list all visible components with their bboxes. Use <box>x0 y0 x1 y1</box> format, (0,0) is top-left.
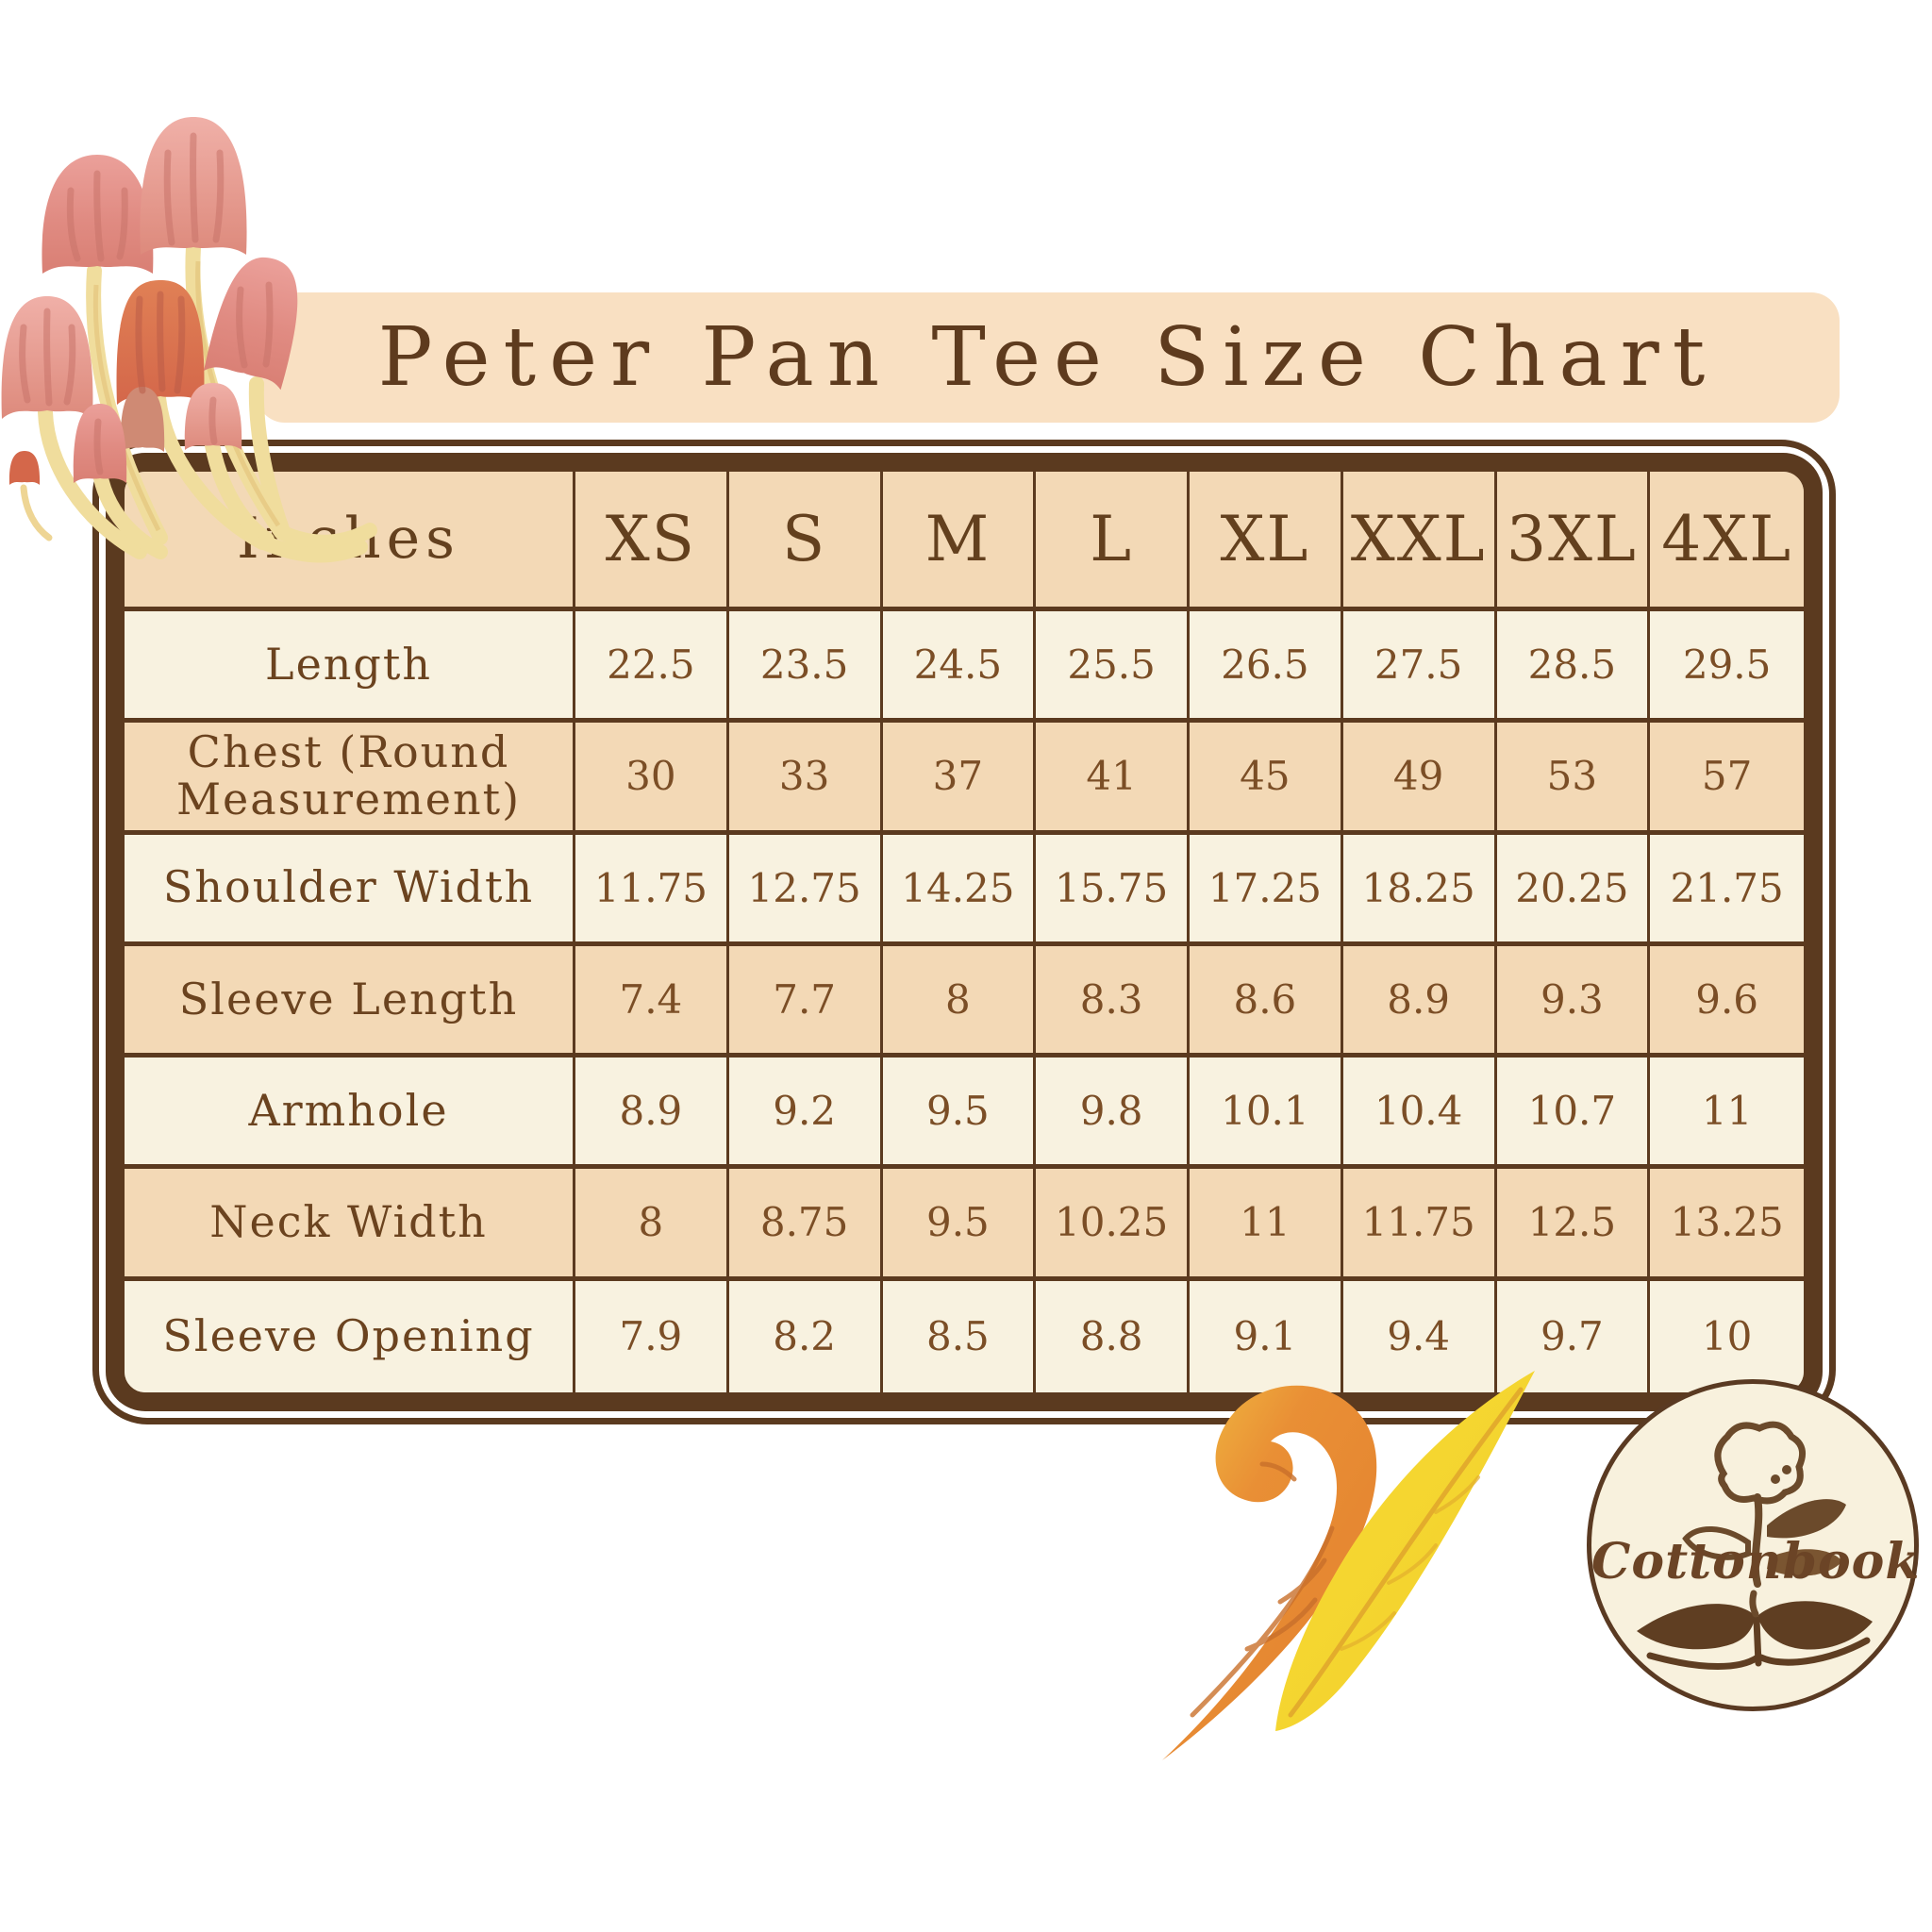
value-cell: 8.3 <box>1036 945 1190 1058</box>
value-cell: 11.75 <box>1342 1169 1497 1281</box>
value-cell: 8.8 <box>1036 1280 1190 1392</box>
value-cell: 9.5 <box>882 1058 1037 1170</box>
cotton-flower-book-icon <box>1637 1421 1873 1670</box>
value-cell: 37 <box>882 723 1037 835</box>
value-cell: 8.75 <box>728 1169 883 1281</box>
value-cell: 41 <box>1036 723 1190 835</box>
value-cell: 9.2 <box>728 1058 883 1170</box>
brand-logo: Cottonbook <box>1587 1379 1919 1711</box>
row-label-length: Length <box>125 611 575 724</box>
value-cell: 26.5 <box>1190 611 1343 724</box>
value-cell: 9.1 <box>1190 1280 1343 1392</box>
value-cell: 8 <box>575 1169 729 1281</box>
size-header-xxl: XXL <box>1342 472 1497 611</box>
value-cell: 7.9 <box>575 1280 729 1392</box>
size-header-m: M <box>882 472 1037 611</box>
value-cell: 8.2 <box>728 1280 883 1392</box>
size-table: Inches XS S M L XL XXL 3XL 4XL Length 22… <box>92 440 1836 1424</box>
brand-name: Cottonbook <box>1591 1533 1921 1591</box>
value-cell: 20.25 <box>1496 834 1651 946</box>
size-table-frame: Inches XS S M L XL XXL 3XL 4XL Length 22… <box>106 453 1823 1411</box>
value-cell: 14.25 <box>882 834 1037 946</box>
value-cell: 17.25 <box>1190 834 1343 946</box>
row-label-sleeve-opening: Sleeve Opening <box>125 1280 575 1392</box>
size-header-3xl: 3XL <box>1496 472 1651 611</box>
value-cell: 53 <box>1496 723 1651 835</box>
value-cell: 8 <box>882 945 1037 1058</box>
value-cell: 30 <box>575 723 729 835</box>
size-header-xs: XS <box>575 472 729 611</box>
mushrooms-illustration <box>1 117 377 563</box>
value-cell: 27.5 <box>1342 611 1497 724</box>
value-cell: 7.4 <box>575 945 729 1058</box>
value-cell: 9.7 <box>1496 1280 1651 1392</box>
row-label-armhole: Armhole <box>125 1058 575 1170</box>
title-banner: Peter Pan Tee Size Chart <box>257 292 1840 423</box>
value-cell: 12.5 <box>1496 1169 1651 1281</box>
value-cell: 15.75 <box>1036 834 1190 946</box>
row-label-sleeve-length: Sleeve Length <box>125 945 575 1058</box>
value-cell: 10.4 <box>1342 1058 1497 1170</box>
size-header-4xl: 4XL <box>1650 472 1804 611</box>
value-cell: 9.6 <box>1650 945 1804 1058</box>
value-cell: 11.75 <box>575 834 729 946</box>
value-cell: 49 <box>1342 723 1497 835</box>
value-cell: 23.5 <box>728 611 883 724</box>
value-cell: 13.25 <box>1650 1169 1804 1281</box>
value-cell: 9.8 <box>1036 1058 1190 1170</box>
value-cell: 33 <box>728 723 883 835</box>
value-cell: 21.75 <box>1650 834 1804 946</box>
value-cell: 10.1 <box>1190 1058 1343 1170</box>
size-header-xl: XL <box>1190 472 1343 611</box>
value-cell: 7.7 <box>728 945 883 1058</box>
value-cell: 28.5 <box>1496 611 1651 724</box>
row-label-chest: Chest (Round Measurement) <box>125 723 575 835</box>
row-label-shoulder-width: Shoulder Width <box>125 834 575 946</box>
value-cell: 9.5 <box>882 1169 1037 1281</box>
value-cell: 10.25 <box>1036 1169 1190 1281</box>
value-cell: 8.5 <box>882 1280 1037 1392</box>
value-cell: 10 <box>1650 1280 1804 1392</box>
row-label-neck-width: Neck Width <box>125 1169 575 1281</box>
size-header-s: S <box>728 472 883 611</box>
value-cell: 10.7 <box>1496 1058 1651 1170</box>
autumn-leaves-illustration <box>1162 1371 1535 1760</box>
value-cell: 8.9 <box>575 1058 729 1170</box>
size-header-l: L <box>1036 472 1190 611</box>
value-cell: 45 <box>1190 723 1343 835</box>
value-cell: 24.5 <box>882 611 1037 724</box>
value-cell: 22.5 <box>575 611 729 724</box>
value-cell: 8.6 <box>1190 945 1343 1058</box>
page-title: Peter Pan Tee Size Chart <box>377 310 1719 405</box>
value-cell: 18.25 <box>1342 834 1497 946</box>
value-cell: 9.3 <box>1496 945 1651 1058</box>
value-cell: 57 <box>1650 723 1804 835</box>
value-cell: 25.5 <box>1036 611 1190 724</box>
value-cell: 29.5 <box>1650 611 1804 724</box>
value-cell: 9.4 <box>1342 1280 1497 1392</box>
value-cell: 11 <box>1190 1169 1343 1281</box>
value-cell: 8.9 <box>1342 945 1497 1058</box>
size-table-grid: Inches XS S M L XL XXL 3XL 4XL Length 22… <box>125 472 1804 1392</box>
value-cell: 11 <box>1650 1058 1804 1170</box>
value-cell: 12.75 <box>728 834 883 946</box>
